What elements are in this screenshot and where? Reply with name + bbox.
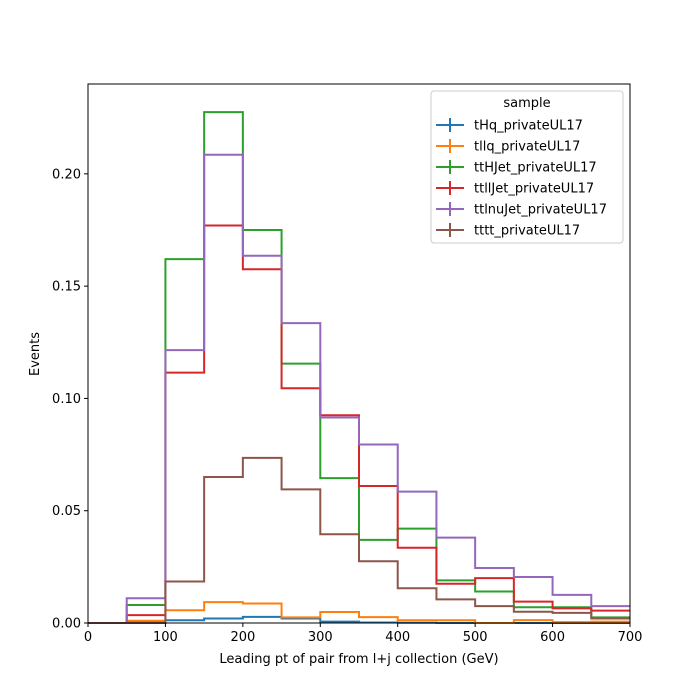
legend-entries: tHq_privateUL17 tllq_privateUL17 ttHJet_pr…: [436, 118, 607, 239]
legend-label: ttlnuJet_privateUL17: [474, 203, 607, 218]
x-tick-label: 700: [618, 630, 643, 645]
series-step-line: [88, 456, 630, 624]
x-axis-label: Leading pt of pair from l+j collection (…: [219, 652, 498, 667]
series-step-line: [88, 224, 630, 624]
x-tick-label: 500: [463, 630, 488, 645]
legend-title: sample: [503, 96, 550, 111]
legend-label: ttllJet_privateUL17: [474, 182, 594, 197]
plot-frame: [87, 83, 631, 624]
legend-entry: tHq_privateUL17: [436, 118, 583, 134]
y-tick-label: 0.05: [52, 504, 81, 519]
series-4: [88, 153, 630, 624]
series-step-line: [88, 601, 630, 624]
y-tick-label: 0.15: [52, 280, 81, 295]
series-5: [88, 456, 630, 624]
series-3: [88, 224, 630, 624]
y-tick-label: 0.00: [52, 617, 81, 632]
y-tick-label: 0.20: [52, 167, 81, 182]
legend-label: tttt_privateUL17: [474, 224, 580, 239]
legend-entry: ttllJet_privateUL17: [436, 181, 594, 197]
series-step-line: [88, 153, 630, 624]
x-axis: 0 100 200 300 400 500 600 700: [84, 623, 643, 645]
legend-entry: ttHJet_privateUL17: [436, 160, 597, 176]
x-tick-label: 300: [308, 630, 333, 645]
x-tick-label: 0: [84, 630, 92, 645]
legend-entry: tttt_privateUL17: [436, 223, 580, 239]
y-axis: 0.00 0.05 0.10 0.15 0.20: [52, 167, 88, 632]
y-tick-label: 0.10: [52, 392, 81, 407]
x-tick-label: 400: [385, 630, 410, 645]
legend-entry: ttlnuJet_privateUL17: [436, 202, 607, 218]
legend-entry: tllq_privateUL17: [436, 139, 580, 155]
legend: sample tHq_privateUL17 tllq_privateUL17tt…: [430, 90, 624, 244]
legend-label: tllq_privateUL17: [474, 140, 580, 155]
x-tick-label: 200: [230, 630, 255, 645]
x-tick-label: 100: [153, 630, 178, 645]
series-1: [88, 601, 630, 624]
y-axis-label: Events: [28, 332, 43, 376]
legend-frame: [430, 90, 624, 244]
legend-label: ttHJet_privateUL17: [474, 161, 597, 176]
x-tick-label: 600: [540, 630, 565, 645]
series-layer: [88, 111, 630, 624]
legend-label: tHq_privateUL17: [474, 119, 583, 134]
